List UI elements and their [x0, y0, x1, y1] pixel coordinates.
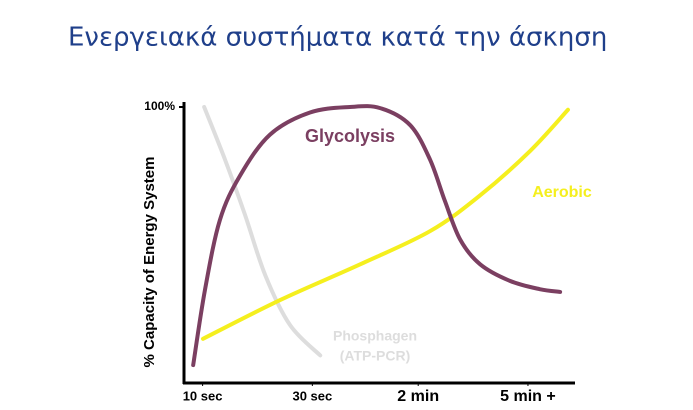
series-label: Aerobic: [532, 184, 592, 201]
x-tick-label: 2 min: [397, 388, 439, 405]
annotation: (ATP-PCR): [340, 348, 411, 364]
series-label: Phosphagen: [333, 328, 417, 344]
series-line: [200, 107, 570, 341]
series-label: Glycolysis: [305, 126, 395, 146]
slide-title: Ενεργειακά συστήματα κατά την άσκηση: [68, 23, 607, 53]
y-tick-label: 100%: [144, 99, 175, 113]
series-line: [202, 105, 323, 358]
x-tick-label: 30 sec: [292, 388, 332, 403]
x-tick-label: 5 min +: [500, 388, 556, 405]
x-tick-label: 10 sec: [183, 388, 223, 403]
y-axis-label: % Capacity of Energy System: [141, 157, 158, 368]
series-line: [191, 104, 563, 368]
